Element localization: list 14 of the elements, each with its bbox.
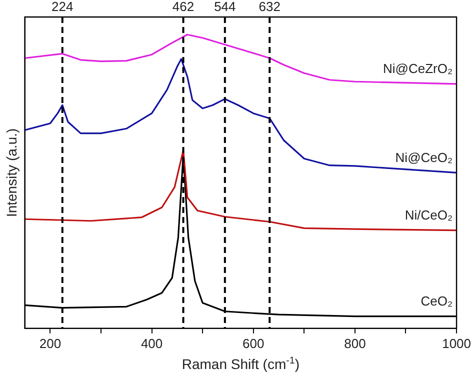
series-label: Ni@CeO₂ [395,150,453,165]
ref-line-label: 632 [258,0,280,14]
x-tick-label: 800 [344,336,366,351]
x-tick-label: 200 [39,336,62,351]
x-tick-label: 1000 [442,336,471,351]
series-label: CeO₂ [420,293,453,308]
series-label: Ni@CeZrO₂ [383,61,453,76]
ref-line-label: 462 [172,0,194,14]
y-axis-title: Intensity (a.u.) [3,128,20,218]
x-tick-label: 400 [140,336,163,351]
ref-line-label: 224 [52,0,74,14]
series-label: Ni/CeO₂ [404,207,453,222]
x-tick-label: 600 [242,336,264,351]
ref-line-label: 544 [214,0,236,14]
